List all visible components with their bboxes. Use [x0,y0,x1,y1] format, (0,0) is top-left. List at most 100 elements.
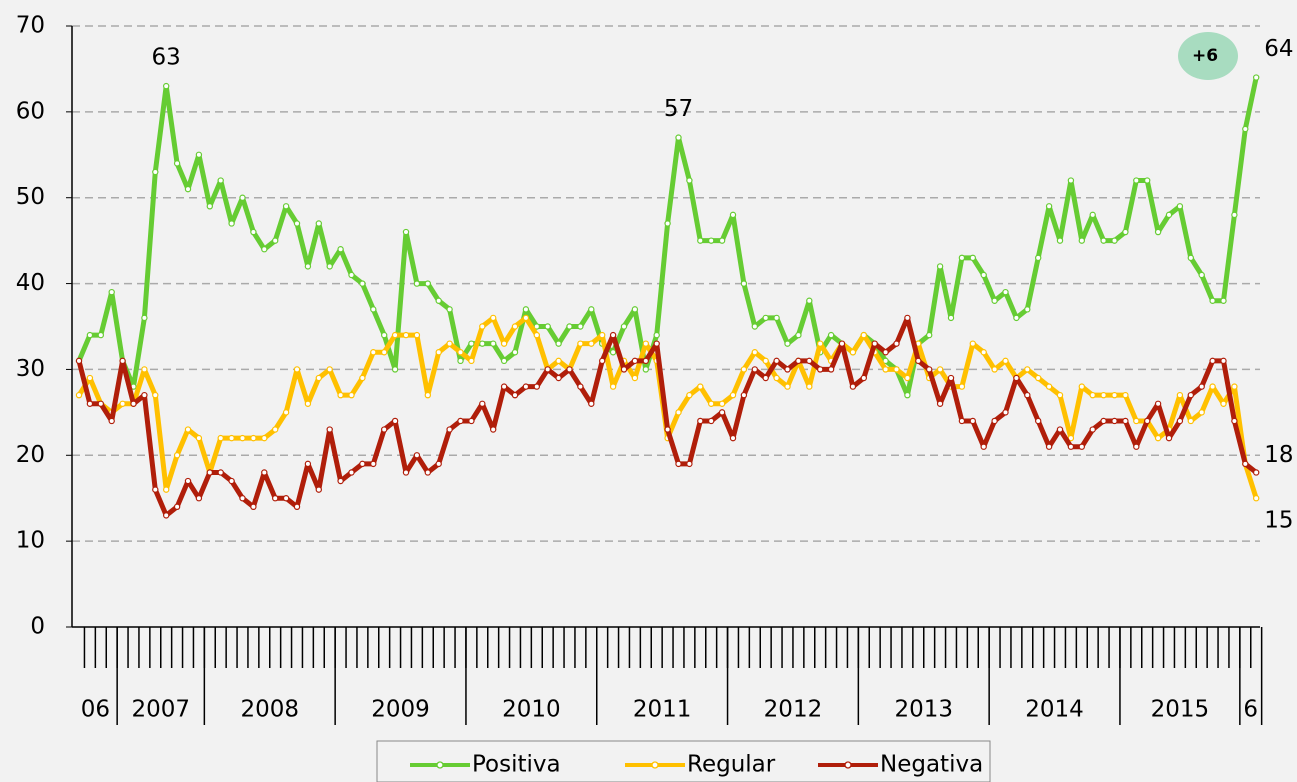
point [315,220,322,227]
point [326,263,333,270]
point [511,391,519,399]
legend-label: Positiva [472,752,561,778]
point [566,323,573,330]
point [708,237,715,244]
legend-marker [436,761,444,769]
point [162,512,170,519]
x-group-label: 2015 [1151,697,1210,723]
point [282,203,290,210]
point [751,323,759,330]
point [1056,237,1064,244]
point [980,443,987,450]
point [642,357,650,365]
y-tick-label: 30 [16,356,45,382]
x-group-label: 06 [81,697,110,723]
point [599,331,606,339]
point [686,460,693,468]
point [980,349,987,356]
legend-box [376,740,991,782]
point [718,409,726,416]
point [1165,211,1173,219]
x-group-label: 2009 [371,697,430,723]
point [849,349,857,356]
point [1056,391,1064,399]
point [1034,254,1042,262]
point [1100,417,1107,425]
point [272,495,279,502]
point [620,323,628,330]
point [435,349,442,356]
point [1045,383,1053,390]
point [588,400,595,407]
point [446,426,453,433]
point [751,349,759,356]
point [795,331,802,339]
point [304,263,312,270]
point [337,391,344,399]
point [381,426,388,433]
point [293,220,301,227]
point [1002,288,1009,296]
point [1220,297,1227,304]
point [882,366,889,373]
point [348,391,355,399]
point [391,417,399,425]
point [675,134,682,141]
point [152,391,159,399]
point [1122,417,1129,425]
point [337,477,344,485]
y-tick-label: 70 [16,13,45,39]
point [500,383,508,390]
point [1056,426,1064,433]
y-tick-label: 40 [16,270,45,296]
point [1013,314,1020,322]
point [991,297,998,304]
point [108,417,115,425]
point [500,340,508,347]
point [1045,203,1053,210]
point [697,417,704,425]
point [784,383,791,390]
point [969,340,977,347]
point [282,409,290,416]
point [762,374,769,382]
point [522,306,530,313]
point [173,160,181,167]
point [588,306,595,313]
point [697,383,704,390]
point [991,366,998,373]
point [206,469,213,476]
point [250,434,257,442]
point [904,314,911,322]
point [631,374,639,382]
point [1111,237,1118,244]
point [511,323,519,330]
point [228,477,235,485]
point [86,331,94,339]
point [784,340,791,347]
point [468,357,475,365]
point [1111,417,1118,425]
point [1231,211,1238,219]
point [577,323,584,330]
point [1198,409,1205,416]
point [315,374,322,382]
point [740,366,748,373]
point [533,383,541,390]
point [1209,383,1216,390]
point [184,477,192,485]
point [577,340,584,347]
point [631,357,639,365]
legend-label: Regular [687,752,776,778]
point [860,331,868,339]
point [1220,357,1227,365]
value-label: 63 [152,45,181,71]
point [97,331,105,339]
point [402,331,410,339]
point [261,246,268,253]
point [642,340,650,347]
series-line [76,315,1259,499]
point [1133,177,1140,184]
point [849,383,857,390]
